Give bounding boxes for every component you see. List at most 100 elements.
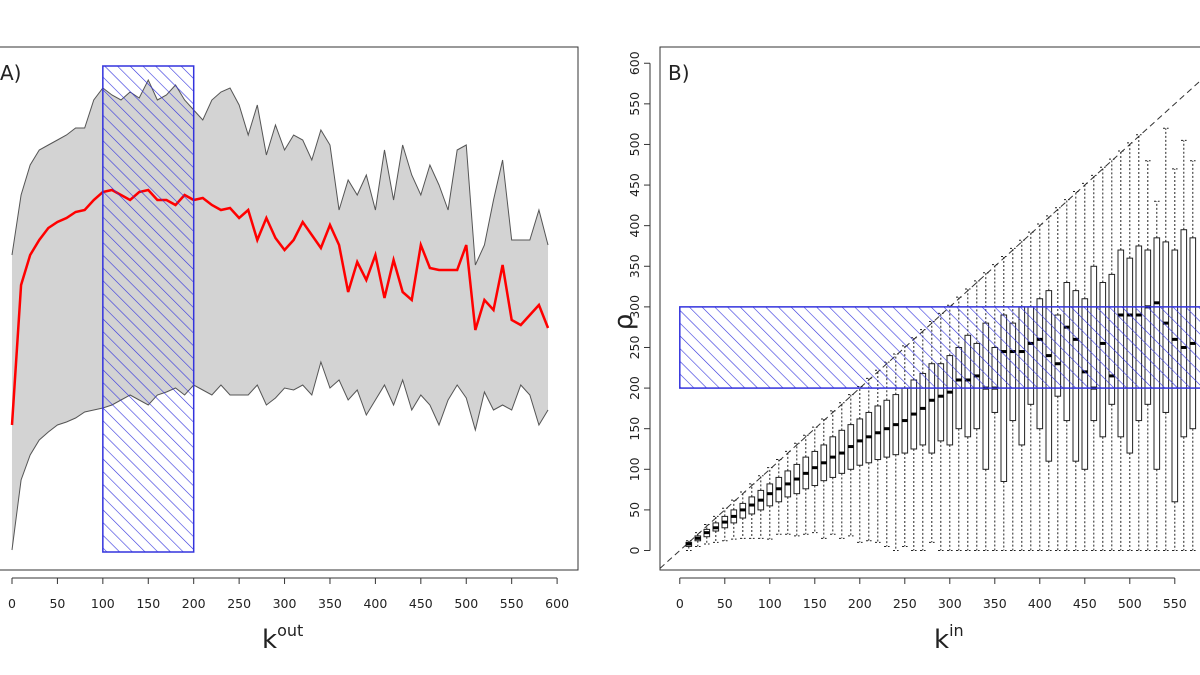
x-tick-label: 0 [8,596,16,611]
x-tick-label: 50 [717,596,733,611]
x-tick-label: 550 [500,596,524,611]
whisker-high [1091,174,1097,267]
whisker-low [1019,444,1025,552]
whisker-low [695,540,701,547]
plot-frame [659,46,1200,571]
whisker-low [884,457,890,547]
x-tick-label: 0 [676,596,684,611]
whisker-low [1181,436,1187,552]
whisker-high [1127,142,1133,259]
x-axis-title: kin [934,621,964,655]
whisker-high [839,402,845,431]
x-tick-label: 200 [182,596,206,611]
y-tick-label: 600 [627,51,642,75]
y-tick-label: 250 [627,336,642,360]
whisker-high [1001,256,1007,315]
whisker-low [1172,501,1178,552]
whisker-low [740,518,746,539]
y-tick-label: 550 [627,92,642,116]
whisker-high [1145,160,1151,251]
x-tick-label: 100 [91,596,115,611]
whisker-high [1154,200,1160,238]
whisker-high [731,499,737,510]
x-tick-label: 450 [409,596,433,611]
whisker-low [803,488,809,535]
whisker-low [830,477,836,535]
whisker-high [767,467,773,484]
whisker-high [1046,215,1052,291]
highlight-region [679,306,1200,389]
whisker-low [767,505,773,540]
whisker-low [974,428,980,552]
whisker-low [1154,469,1160,552]
whisker-low [776,501,782,535]
x-tick-label: 550 [1163,596,1187,611]
whisker-low [983,469,989,552]
y-axis-title: ρ [609,314,639,331]
whisker-low [992,412,998,552]
x-tick-label: 350 [983,596,1007,611]
whisker-low [1127,453,1133,552]
whisker-high [1028,231,1034,307]
whisker-high [776,459,782,478]
whisker-high [1109,158,1115,275]
whisker-high [1064,199,1070,283]
whisker-low [911,448,917,552]
y-tick-label: 300 [627,295,642,319]
whisker-low [839,473,845,539]
x-tick-label: 450 [1073,596,1097,611]
whisker-low [686,546,692,552]
whisker-high [713,515,719,523]
whisker-low [875,459,881,543]
whisker-high [821,418,827,445]
x-tick-label: 400 [1028,596,1052,611]
x-tick-label: 250 [227,596,251,611]
highlight-region [102,65,195,553]
panel-label: B) [668,61,690,85]
x-tick-label: 350 [318,596,342,611]
x-tick-label: 100 [758,596,782,611]
plot-frame [0,46,579,571]
whisker-low [1145,404,1151,552]
x-tick-label: 400 [363,596,387,611]
whisker-low [1073,461,1079,552]
whisker-low [929,453,935,543]
whisker-high [848,394,854,425]
whisker-high [812,426,818,452]
whisker-low [857,465,863,543]
y-tick-label: 150 [627,417,642,441]
x-tick-label: 600 [545,596,569,611]
whisker-high [722,507,728,517]
whisker-high [1118,150,1124,251]
y-tick-label: 350 [627,254,642,278]
whisker-low [1082,469,1088,552]
whisker-low [920,444,926,552]
y-tick-label: 500 [627,132,642,156]
whisker-low [812,485,818,534]
whisker-low [965,436,971,552]
whisker-low [1163,412,1169,552]
whisker-low [947,444,953,552]
whisker-high [1190,160,1196,238]
whisker-high [857,385,863,419]
whisker-high [749,483,755,497]
x-tick-label: 250 [893,596,917,611]
whisker-high [758,475,764,491]
range-band [11,80,549,550]
x-tick-label: 150 [136,596,160,611]
x-tick-label: 50 [49,596,65,611]
whisker-low [1046,461,1052,552]
whisker-low [821,480,827,539]
whisker-low [848,469,854,537]
whisker-high [1019,239,1025,307]
whisker-low [1037,428,1043,552]
series-line [11,78,549,266]
x-tick-label: 300 [273,596,297,611]
whisker-high [974,280,980,344]
x-axis-title-sup: out [277,621,303,640]
x-tick-label: 500 [1118,596,1142,611]
whisker-low [749,513,755,539]
whisker-low [1136,420,1142,552]
whisker-low [1010,420,1016,552]
